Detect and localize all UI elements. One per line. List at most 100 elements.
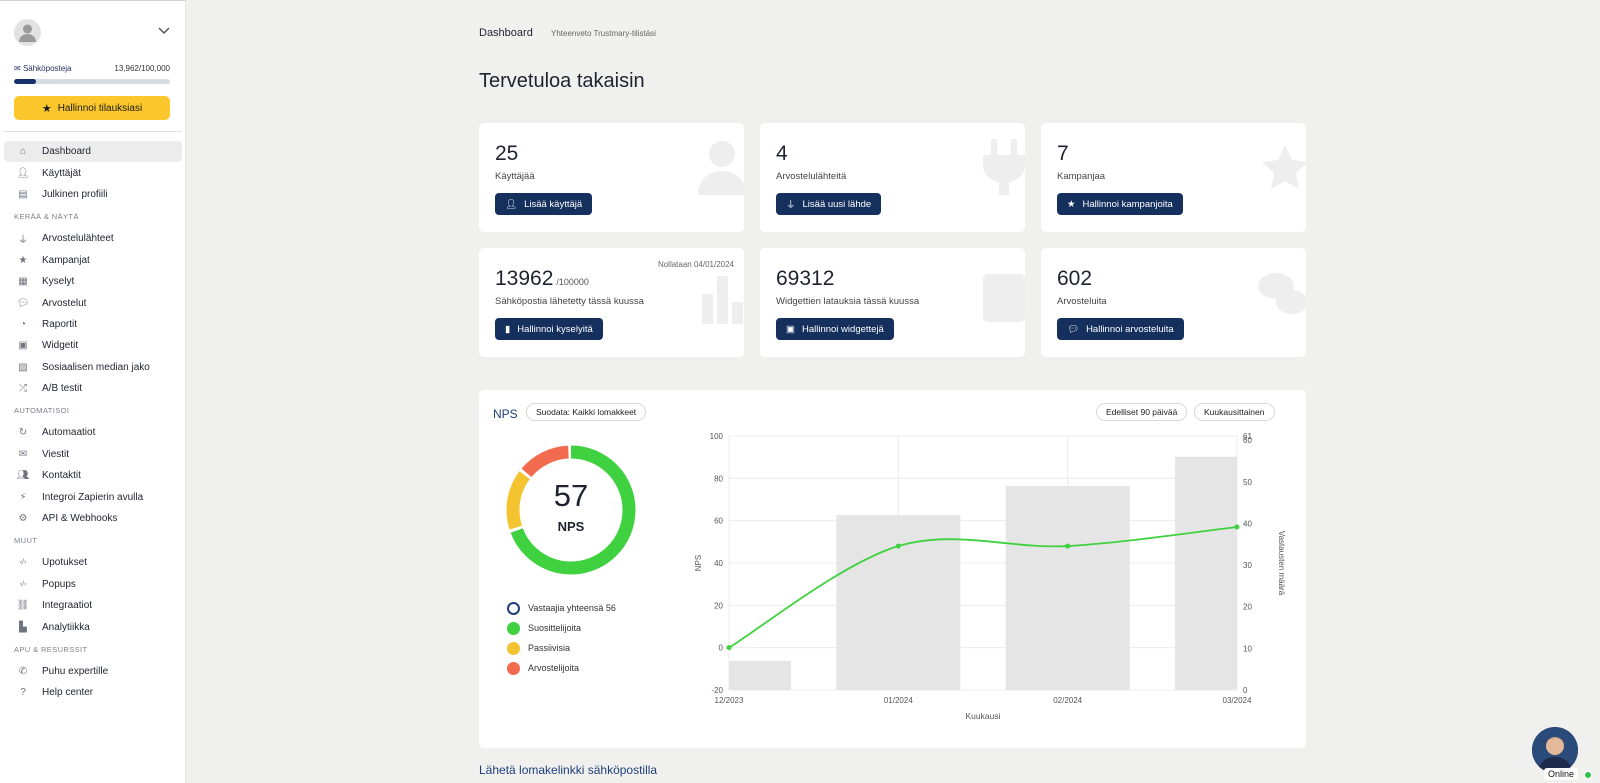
plug-icon: ⏚: [18, 235, 28, 247]
manage-reviews-button[interactable]: 💬︎ Hallinnoi arvosteluita: [1057, 318, 1184, 340]
sidebar-item-puhu-expertille[interactable]: ✆ Puhu expertille: [4, 661, 182, 682]
add-user-button[interactable]: 👤︎ Lisää käyttäjä: [495, 193, 593, 215]
sidebar-item-label: Kampanjat: [42, 254, 90, 266]
x-tick-label: 03/2024: [1223, 696, 1252, 705]
campaigns-count: 7: [1057, 142, 1069, 165]
bolt-icon: ⚡︎: [19, 491, 27, 503]
legend-item[interactable]: Suosittelijoita: [507, 618, 616, 638]
stat-card-emails: Nollataan 04/01/2024 13962/100000 Sähköp…: [479, 248, 744, 357]
sidebar-item-label: Arvostelut: [42, 297, 87, 309]
y-tick-label: 60: [714, 517, 723, 526]
sidebar-item-sosiaalisen-median-jako[interactable]: ▨ Sosiaalisen median jako: [4, 357, 182, 378]
sidebar-item-julkinen-profiili[interactable]: ▤ Julkinen profiili: [4, 184, 182, 205]
sidebar-item-label: Integroi Zapierin avulla: [42, 491, 144, 503]
sidebar-item-käyttäjät[interactable]: 👤︎ Käyttäjät: [4, 162, 182, 183]
y-tick-label: 20: [714, 601, 723, 610]
chevron-down-icon[interactable]: [158, 27, 170, 35]
legend-label: Arvostelijoita: [528, 663, 580, 673]
manage-campaigns-button[interactable]: ★ Hallinnoi kampanjoita: [1057, 193, 1183, 215]
form-filter-button[interactable]: Suodata: Kaikki lomakkeet: [526, 403, 647, 421]
sidebar-item-widgetit[interactable]: ▣ Widgetit: [4, 335, 182, 356]
sidebar-item-integroi-zapierin-avulla[interactable]: ⚡︎ Integroi Zapierin avulla: [4, 486, 182, 507]
image-icon: ▨: [18, 361, 28, 373]
nps-point: [1234, 524, 1240, 530]
manage-widgets-button[interactable]: ▣ Hallinnoi widgettejä: [776, 318, 894, 340]
cogs-icon: ⚙: [18, 513, 28, 525]
sidebar-item-arvostelut[interactable]: 💬︎ Arvostelut: [4, 292, 182, 313]
sparkle-star-icon: ★: [41, 102, 52, 115]
users-count: 25: [495, 142, 519, 165]
manage-subscriptions-button[interactable]: ★ Hallinnoi tilauksiasi: [14, 96, 170, 120]
link-icon: ⛓: [16, 600, 30, 612]
email-form-link[interactable]: Lähetä lomakelinkki sähköpostilla: [479, 763, 658, 777]
sidebar-item-automaatiot[interactable]: ↻ Automaatiot: [4, 422, 182, 443]
legend-dot: [507, 601, 520, 615]
sidebar: ✉ Sähköposteja 13,962/100,000 ★ Hallinno…: [0, 0, 186, 783]
nps-point: [726, 645, 732, 651]
sidebar-item-kontaktit[interactable]: 👥︎ Kontaktit: [4, 465, 182, 486]
agent-avatar: [1532, 727, 1578, 773]
sidebar-item-api-webhooks[interactable]: ⚙ API & Webhooks: [4, 508, 182, 529]
sidebar-item-kampanjat[interactable]: ★ Kampanjat: [4, 250, 182, 271]
user-bg-icon: [698, 141, 744, 195]
y2-tick-label: 40: [1243, 519, 1252, 528]
donut-segment-passive: [506, 445, 636, 575]
refresh-icon: ↻: [18, 427, 28, 439]
x-tick-label: 12/2023: [715, 696, 744, 705]
sidebar-item-help-center[interactable]: ? Help center: [4, 682, 182, 703]
y2-tick-label: 50: [1243, 478, 1252, 487]
reviews-label: Arvosteluita: [1057, 296, 1107, 307]
nps-score-label: NPS: [558, 519, 585, 534]
legend-label: Vastaajia yhteensä 56: [528, 603, 616, 613]
avatar[interactable]: [14, 19, 41, 46]
sidebar-item-label: Kontaktit: [42, 470, 81, 482]
chart-bar: [729, 660, 791, 690]
interval-button[interactable]: Kuukausittainen: [1194, 403, 1275, 421]
sidebar-item-a-b-testit[interactable]: ⤮ A/B testit: [4, 378, 182, 399]
sidebar-item-integraatiot[interactable]: ⛓ Integraatiot: [4, 595, 182, 616]
star-icon: ★: [1067, 198, 1076, 210]
sidebar-item-kyselyt[interactable]: ▦ Kyselyt: [4, 271, 182, 292]
stat-card-reviews: 602 Arvosteluita 💬︎ Hallinnoi arvosteluit…: [1041, 248, 1306, 357]
breadcrumb[interactable]: Dashboard: [479, 27, 533, 39]
account-switcher[interactable]: [14, 19, 184, 47]
range-button[interactable]: Edelliset 90 päivää: [1096, 403, 1188, 421]
legend-item[interactable]: Arvostelijoita: [507, 658, 616, 678]
sidebar-item-label: Viestit: [42, 448, 70, 460]
campaigns-label: Kampanjaa: [1057, 171, 1106, 182]
sidebar-item-raportit[interactable]: ◔ Raportit: [4, 314, 182, 335]
sidebar-item-analytiikka[interactable]: ▙ Analytiikka: [4, 616, 182, 637]
sidebar-item-popups[interactable]: ‹/› Popups: [4, 574, 182, 595]
legend-item[interactable]: Passiivisia: [507, 638, 616, 658]
sidebar-item-viestit[interactable]: ✉ Viestit: [4, 444, 182, 465]
sidebar-item-arvostelulähteet[interactable]: ⏚ Arvostelulähteet: [4, 228, 182, 249]
sources-count: 4: [776, 142, 788, 165]
x-tick-label: 01/2024: [884, 696, 913, 705]
manage-surveys-button[interactable]: ▮ Hallinnoi kyselyitä: [495, 318, 603, 340]
pie-chart-icon: ◔: [19, 318, 27, 330]
sidebar-item-label: Sosiaalisen median jako: [42, 361, 150, 373]
sidebar-item-label: Popups: [42, 578, 76, 590]
legend-dot: [507, 641, 520, 655]
legend-item[interactable]: Vastaajia yhteensä 56: [507, 598, 616, 618]
form-icon: ▦: [18, 276, 28, 288]
users-label: Käyttäjää: [495, 171, 535, 182]
nps-point: [1065, 543, 1071, 549]
bar-chart-icon: ▙: [19, 621, 27, 633]
divider: [4, 131, 182, 132]
sidebar-item-label: Integraatiot: [42, 600, 93, 612]
chat-widget[interactable]: Online: [1512, 727, 1592, 783]
reviews-count: 602: [1057, 267, 1093, 290]
add-source-button[interactable]: ⏚ Lisää uusi lähde: [776, 193, 882, 215]
emails-limit: /100000: [556, 277, 589, 287]
code-icon: ‹/›: [19, 559, 27, 567]
sidebar-item-label: Upotukset: [42, 557, 88, 569]
email-quota-value: 13,962/100,000: [114, 64, 170, 73]
y-tick-label: 100: [710, 432, 724, 441]
sidebar-item-label: Widgetit: [42, 340, 79, 352]
sidebar-item-dashboard[interactable]: ⌂ Dashboard: [4, 141, 182, 163]
sidebar-item-upotukset[interactable]: ‹/› Upotukset: [4, 552, 182, 573]
bar-chart-icon: ▮: [505, 323, 511, 335]
sidebar-item-label: A/B testit: [42, 383, 83, 395]
